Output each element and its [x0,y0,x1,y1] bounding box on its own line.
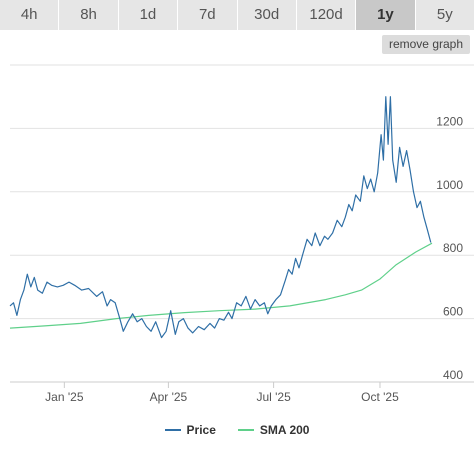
legend-swatch-price [164,429,181,431]
price-chart: 400 600 800 1000 1200 Jan '25 Apr '25 Jul '25 Oc… [9,64,474,404]
range-tab-1y[interactable]: 1y [356,0,415,30]
x-tick-label-2: Jul '25 [256,390,291,404]
x-tick-label-1: Apr '25 [150,390,188,404]
range-tabs: 4h 8h 1d 7d 30d 120d 1y 5y [0,0,474,30]
range-tab-4h[interactable]: 4h [0,0,59,30]
chart-series [9,96,433,339]
y-tick-label-1000: 1000 [436,178,463,192]
y-tick-label-600: 600 [443,305,463,319]
remove-graph-button[interactable]: remove graph [382,35,470,54]
y-tick-label-800: 800 [443,241,463,255]
range-tab-1d[interactable]: 1d [118,0,178,30]
range-tab-30d[interactable]: 30d [237,0,296,30]
chart-legend: Price SMA 200 [0,420,474,440]
legend-label-price: Price [186,423,216,437]
series-line-price [9,96,432,339]
legend-label-sma-200: SMA 200 [259,423,310,437]
legend-swatch-sma-200 [237,429,254,431]
chart-axes: 400 600 800 1000 1200 Jan '25 Apr '25 Jul '25 Oc… [10,114,474,404]
y-tick-label-1200: 1200 [436,114,463,128]
range-tab-5y[interactable]: 5y [415,0,474,30]
legend-item-price[interactable]: Price [164,423,216,437]
range-tab-7d[interactable]: 7d [178,0,237,30]
x-tick-label-3: Oct '25 [361,390,399,404]
range-tab-120d[interactable]: 120d [296,0,356,30]
chart-grid [10,64,474,383]
range-tab-8h[interactable]: 8h [59,0,118,30]
y-tick-label-400: 400 [443,368,463,382]
x-tick-label-0: Jan '25 [45,390,84,404]
series-line-sma-200 [9,242,433,329]
legend-item-sma-200[interactable]: SMA 200 [237,423,310,437]
